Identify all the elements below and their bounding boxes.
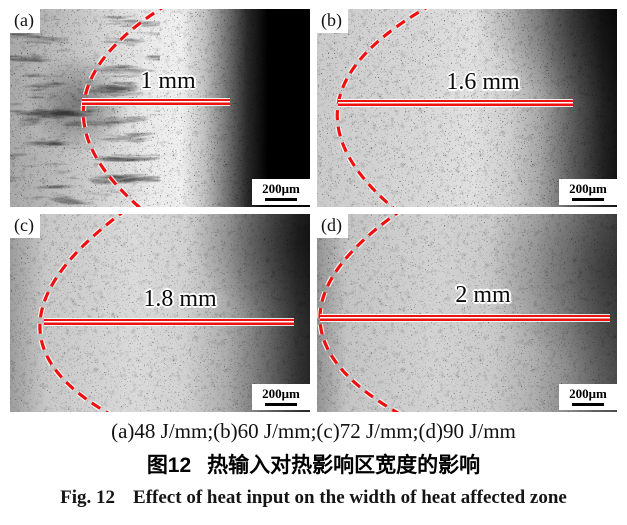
measurement-label: 1 mm <box>140 68 196 94</box>
caption-english: Fig. 12 Effect of heat input on the width… <box>0 487 627 509</box>
micrograph-panel-a: 1 mm (a) 200μm <box>10 9 310 207</box>
scale-bar-label: 200μm <box>262 180 300 196</box>
scale-bar: 200μm <box>252 178 310 205</box>
scale-bar-line <box>572 403 604 406</box>
panel-letter-label: (d) <box>317 214 348 238</box>
caption-english-figure-number: Fig. 12 <box>60 487 116 508</box>
scale-bar-line <box>572 198 604 201</box>
caption-chinese: 图12 热输入对热影响区宽度的影响 <box>0 449 627 479</box>
haz-boundary-overlay <box>317 214 402 412</box>
haz-boundary-overlay <box>80 9 166 207</box>
scale-bar: 200μm <box>559 178 617 205</box>
caption-chinese-figure-number: 图12 <box>146 454 192 477</box>
scale-bar: 200μm <box>252 383 310 410</box>
measurement-line <box>338 100 573 106</box>
micrograph-panel-d: 2 mm (d) 200μm <box>317 214 617 412</box>
caption-conditions: (a)48 J/mm;(b)60 J/mm;(c)72 J/mm;(d)90 J… <box>111 419 516 443</box>
scale-bar-label: 200μm <box>569 385 607 401</box>
haz-boundary-halo <box>80 9 166 207</box>
micrograph-speckle-texture <box>10 214 310 412</box>
caption-chinese-title: 热输入对热影响区宽度的影响 <box>207 454 481 477</box>
measurement-label: 1.6 mm <box>446 69 520 95</box>
haz-boundary-overlay <box>37 214 125 412</box>
caption-english-title: Effect of heat input on the width of hea… <box>133 487 567 508</box>
measurement-line <box>44 319 294 325</box>
panel-letter-label: (a) <box>10 9 40 33</box>
micrograph-speckle-texture <box>317 214 617 412</box>
haz-boundary-curve <box>318 214 400 412</box>
scale-bar: 200μm <box>559 383 617 410</box>
panel-letter-label: (c) <box>10 214 40 238</box>
haz-boundary-overlay <box>334 9 430 207</box>
measurement-line <box>320 315 610 321</box>
scale-bar-label: 200μm <box>262 385 300 401</box>
scale-bar-line <box>265 198 297 201</box>
measurement-label: 2 mm <box>455 282 511 308</box>
panel-letter-label: (b) <box>317 9 348 33</box>
micrograph-speckle-texture <box>10 9 310 207</box>
micrograph-panel-c: 1.8 mm (c) 200μm <box>10 214 310 412</box>
micrograph-panel-b: 1.6 mm (b) 200μm <box>317 9 617 207</box>
measurement-line <box>82 99 230 105</box>
micrograph-speckle-texture <box>317 9 617 207</box>
haz-boundary-curve <box>38 214 124 412</box>
scale-bar-line <box>265 403 297 406</box>
measurement-label: 1.8 mm <box>143 286 217 312</box>
haz-boundary-halo <box>334 9 430 207</box>
scale-bar-label: 200μm <box>569 180 607 196</box>
haz-boundary-halo <box>317 214 402 412</box>
